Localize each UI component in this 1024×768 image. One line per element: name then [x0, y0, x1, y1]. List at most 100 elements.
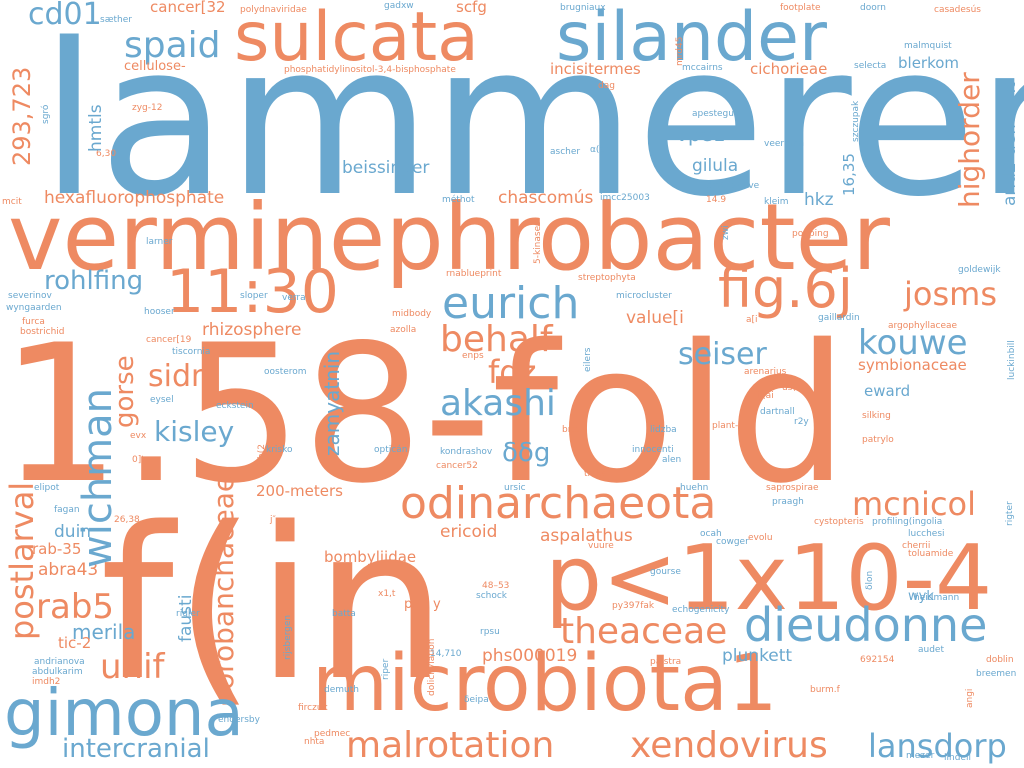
cloud-word: silander — [556, 0, 827, 77]
cloud-word: fij(ai — [754, 391, 774, 401]
cloud-word: dartnall — [760, 407, 795, 417]
cloud-word: goldewijk — [958, 265, 1001, 275]
cloud-word: j″ — [270, 515, 276, 525]
cloud-word: gadxw — [384, 1, 414, 11]
cloud-word: zyg-12 — [132, 103, 163, 113]
cloud-word: fagan — [54, 505, 80, 515]
cloud-word: incisitermes — [550, 60, 641, 78]
cloud-word: luckinbill — [1007, 340, 1017, 380]
cloud-word: 5-kinases — [533, 221, 543, 264]
cloud-word: rigter — [1005, 501, 1015, 526]
cloud-word: x1,t — [378, 589, 396, 599]
cloud-word: cellulose- — [124, 59, 186, 74]
cloud-word: scfg — [456, 0, 487, 16]
cloud-word: josms — [904, 275, 997, 313]
cloud-word: t| — [346, 469, 353, 479]
cloud-word: ocah — [700, 529, 722, 539]
cloud-word: 14,710 — [430, 649, 462, 659]
cloud-word: mcnicol — [852, 485, 976, 523]
cloud-word: nhta — [304, 737, 325, 747]
cloud-word: vpe1 — [676, 122, 726, 146]
cloud-word: cowger — [716, 537, 749, 547]
cloud-word: selecta — [854, 61, 887, 71]
cloud-word: pedmec — [314, 729, 351, 739]
cloud-word: wyngaarden — [6, 303, 62, 313]
cloud-word: xendovirus — [630, 725, 828, 766]
cloud-word: saprospirae — [766, 483, 819, 493]
cloud-word: ascher — [550, 147, 581, 157]
cloud-word: krisko — [266, 445, 293, 455]
cloud-word: praagh — [772, 497, 804, 507]
cloud-word: argophyllaceae — [888, 321, 958, 331]
cloud-word: sloper — [240, 291, 268, 301]
cloud-word: arid2-deficient — [1000, 82, 1020, 206]
cloud-word: toluamide — [908, 549, 954, 559]
cloud-word: imdh2 — [32, 677, 61, 687]
cloud-word: fdz — [488, 353, 537, 391]
cloud-word: f(in — [100, 482, 448, 727]
cloud-word: firczuk — [298, 703, 328, 713]
cloud-word: imcc25003 — [600, 193, 650, 203]
cloud-word: angi — [965, 688, 975, 708]
cloud-word: 692154 — [860, 655, 895, 665]
cloud-word: unif — [100, 647, 165, 687]
cloud-word: eurich — [442, 278, 580, 329]
cloud-word: 200-meters — [256, 482, 343, 500]
cloud-word: oosterom — [264, 367, 307, 377]
cloud-word: rpsu — [480, 627, 500, 637]
cloud-word: lucchesi — [908, 529, 945, 539]
cloud-word: 48–53 — [482, 581, 510, 591]
cloud-word: veerman — [764, 139, 804, 149]
cloud-word: hkz — [804, 190, 834, 210]
cloud-word: azolla — [390, 325, 417, 335]
cloud-word: postlarval — [3, 481, 41, 640]
cloud-word: casadesús — [934, 5, 981, 15]
cloud-word: symbionaceae — [858, 356, 967, 374]
cloud-word: tic-2 — [58, 634, 92, 652]
cloud-word: 14.9 — [706, 195, 727, 205]
cloud-word: kisley — [154, 415, 235, 448]
cloud-word: value[i — [626, 308, 684, 328]
cloud-word: gimona — [4, 677, 244, 751]
cloud-word: enps — [462, 351, 484, 361]
cloud-word: kleim — [764, 197, 789, 207]
cloud-word: seiser — [678, 337, 767, 372]
cloud-word: verminephrobacter — [8, 184, 890, 291]
cloud-word: δδg — [502, 438, 551, 468]
cloud-word: plunkett — [722, 646, 793, 666]
cloud-word: rhizosphere — [202, 320, 302, 340]
cloud-word: fig.6j — [718, 257, 853, 320]
cloud-word: chascomús — [498, 188, 594, 208]
cloud-word: méthot — [442, 195, 475, 205]
cloud-word: merila — [72, 620, 136, 644]
cloud-word: gourse — [650, 567, 681, 577]
cloud-word: dm0-evolve — [706, 181, 760, 191]
cloud-word: schock — [476, 591, 508, 601]
cloud-word: cancer[32 — [150, 0, 226, 16]
cloud-word: intercranial — [62, 734, 210, 764]
cloud-word: microbiota1 — [312, 639, 778, 729]
cloud-word: kouwe — [858, 323, 968, 363]
cloud-word: 293,723 — [8, 66, 36, 166]
cloud-word: evolu — [748, 533, 773, 543]
cloud-word: δeipa — [464, 695, 489, 705]
cloud-word: 1.58-fold — [0, 304, 849, 525]
cloud-word: polydnaviridae — [240, 5, 307, 15]
cloud-word: gaillardin — [818, 313, 860, 323]
cloud-word: lammeren — [40, 0, 1024, 243]
cloud-word: spaid — [124, 25, 221, 66]
cloud-word: 0]t — [132, 455, 145, 465]
cloud-word: eilers — [583, 347, 593, 372]
cloud-word: 11:30 — [166, 257, 339, 327]
cloud-word: zwi — [721, 225, 731, 240]
cloud-word: cichorieae — [750, 60, 828, 78]
cloud-word: brugniaux — [560, 3, 606, 13]
cloud-word: rab-35 — [32, 540, 82, 558]
cloud-word: batta — [332, 609, 356, 619]
cloud-word: p<1x10-4 — [545, 526, 993, 631]
cloud-word: doblin — [986, 655, 1014, 665]
cloud-word: cystopteris — [814, 517, 864, 527]
cloud-word: abdulkarim — [32, 667, 83, 677]
cloud-word: dag — [598, 81, 615, 91]
